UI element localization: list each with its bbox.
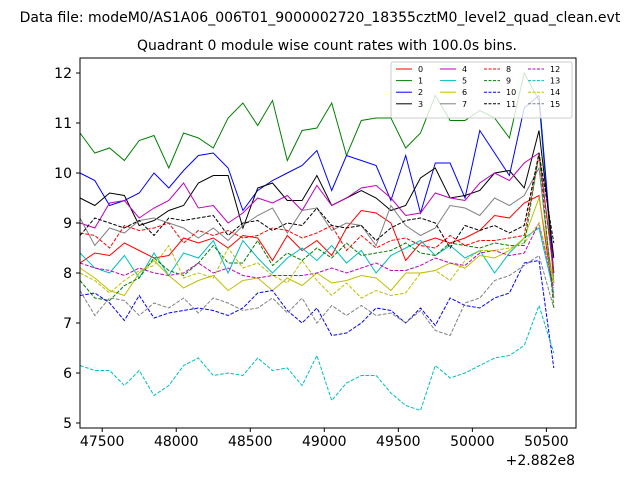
legend-label-9: 9 bbox=[506, 77, 511, 86]
legend-label-5: 5 bbox=[462, 77, 467, 86]
y-tick-label: 10 bbox=[54, 166, 72, 182]
x-offset-label: +2.882e8 bbox=[506, 453, 575, 469]
y-tick-label: 6 bbox=[63, 366, 72, 382]
legend-label-14: 14 bbox=[550, 88, 560, 97]
chart-title: Quadrant 0 module wise count rates with … bbox=[137, 38, 517, 54]
x-tick-label: 50500 bbox=[524, 434, 569, 450]
legend-label-12: 12 bbox=[550, 65, 560, 74]
series-line-3 bbox=[79, 130, 555, 259]
x-tick-label: 50000 bbox=[450, 434, 495, 450]
legend-label-1: 1 bbox=[418, 77, 423, 86]
legend-label-6: 6 bbox=[462, 88, 467, 97]
y-tick-label: 8 bbox=[63, 266, 72, 282]
datafile-label: Data file: modeM0/AS1A06_006T01_90000027… bbox=[20, 10, 621, 26]
series-line-9 bbox=[79, 152, 555, 309]
series-line-14 bbox=[79, 221, 555, 299]
y-tick-label: 12 bbox=[54, 66, 72, 82]
x-tick-label: 47500 bbox=[80, 434, 125, 450]
plot-area bbox=[79, 71, 555, 412]
series-line-5 bbox=[79, 227, 555, 294]
series-line-10 bbox=[79, 259, 555, 369]
y-tick-label: 11 bbox=[54, 116, 72, 132]
series-line-0 bbox=[79, 194, 555, 299]
axes-frame bbox=[79, 57, 577, 429]
series-line-12 bbox=[79, 221, 555, 289]
legend-label-15: 15 bbox=[550, 100, 560, 109]
series-line-13 bbox=[79, 303, 555, 412]
series-line-8 bbox=[79, 155, 555, 274]
legend-label-2: 2 bbox=[418, 88, 423, 97]
series-line-2 bbox=[79, 94, 555, 274]
x-tick-label: 49500 bbox=[376, 434, 421, 450]
series-line-11 bbox=[79, 152, 555, 249]
x-tick-label: 48000 bbox=[154, 434, 199, 450]
legend-label-8: 8 bbox=[506, 65, 511, 74]
legend-label-4: 4 bbox=[462, 65, 467, 74]
series-line-15 bbox=[79, 254, 555, 337]
y-tick-label: 5 bbox=[63, 416, 72, 432]
series-line-4 bbox=[79, 152, 555, 274]
axes: 47500 48000 48500 49000 49500 50000 50500 5 6 7 8 9… bbox=[54, 57, 577, 450]
legend-label-10: 10 bbox=[506, 88, 516, 97]
x-tick-label: 49000 bbox=[302, 434, 347, 450]
legend-label-3: 3 bbox=[418, 100, 423, 109]
x-tick-label: 48500 bbox=[228, 434, 273, 450]
y-tick-label: 7 bbox=[63, 316, 72, 332]
legend-label-7: 7 bbox=[462, 100, 467, 109]
legend-label-13: 13 bbox=[550, 77, 560, 86]
legend-label-11: 11 bbox=[506, 100, 516, 109]
legend-label-0: 0 bbox=[418, 65, 423, 74]
y-tick-label: 9 bbox=[63, 216, 72, 232]
legend-box bbox=[390, 61, 573, 119]
